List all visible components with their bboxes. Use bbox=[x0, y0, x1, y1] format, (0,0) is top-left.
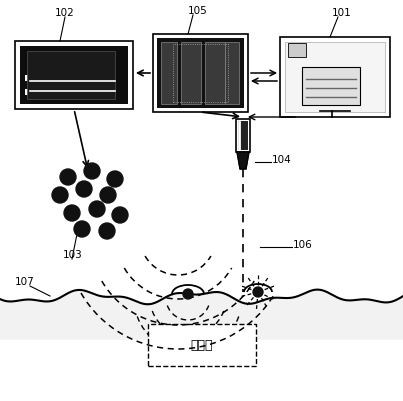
Circle shape bbox=[84, 164, 100, 180]
Bar bbox=[25, 76, 65, 82]
Bar bbox=[236, 120, 250, 153]
Bar bbox=[225, 43, 239, 105]
Bar bbox=[181, 43, 201, 105]
Bar bbox=[25, 90, 80, 96]
Bar bbox=[20, 47, 128, 105]
Circle shape bbox=[112, 207, 128, 223]
Circle shape bbox=[52, 188, 68, 203]
Bar bbox=[27, 52, 115, 100]
Bar bbox=[288, 44, 306, 58]
Text: 101: 101 bbox=[332, 8, 352, 18]
Text: 103: 103 bbox=[63, 249, 83, 259]
Bar bbox=[238, 122, 248, 151]
Text: 104: 104 bbox=[272, 155, 292, 164]
Circle shape bbox=[74, 221, 90, 237]
Bar bbox=[157, 39, 244, 109]
Circle shape bbox=[183, 289, 193, 299]
Text: 107: 107 bbox=[15, 276, 35, 286]
Bar bbox=[153, 35, 248, 113]
Bar bbox=[280, 38, 390, 118]
Polygon shape bbox=[0, 290, 403, 339]
Bar bbox=[302, 68, 360, 106]
Circle shape bbox=[253, 287, 263, 297]
Bar bbox=[173, 45, 228, 103]
Bar bbox=[148, 324, 256, 366]
Circle shape bbox=[107, 172, 123, 188]
Bar bbox=[25, 76, 80, 82]
Bar bbox=[285, 43, 385, 113]
Text: 105: 105 bbox=[188, 6, 208, 16]
Circle shape bbox=[60, 170, 76, 186]
Bar bbox=[15, 42, 133, 110]
Bar bbox=[25, 90, 65, 96]
Text: 106: 106 bbox=[293, 239, 313, 249]
Text: 102: 102 bbox=[55, 8, 75, 18]
Bar bbox=[161, 43, 177, 105]
Text: 埋居物: 埋居物 bbox=[191, 339, 213, 352]
Circle shape bbox=[89, 201, 105, 217]
Circle shape bbox=[100, 188, 116, 203]
Circle shape bbox=[76, 182, 92, 198]
Circle shape bbox=[64, 205, 80, 221]
Polygon shape bbox=[237, 153, 249, 170]
Circle shape bbox=[99, 223, 115, 239]
Bar bbox=[205, 43, 225, 105]
